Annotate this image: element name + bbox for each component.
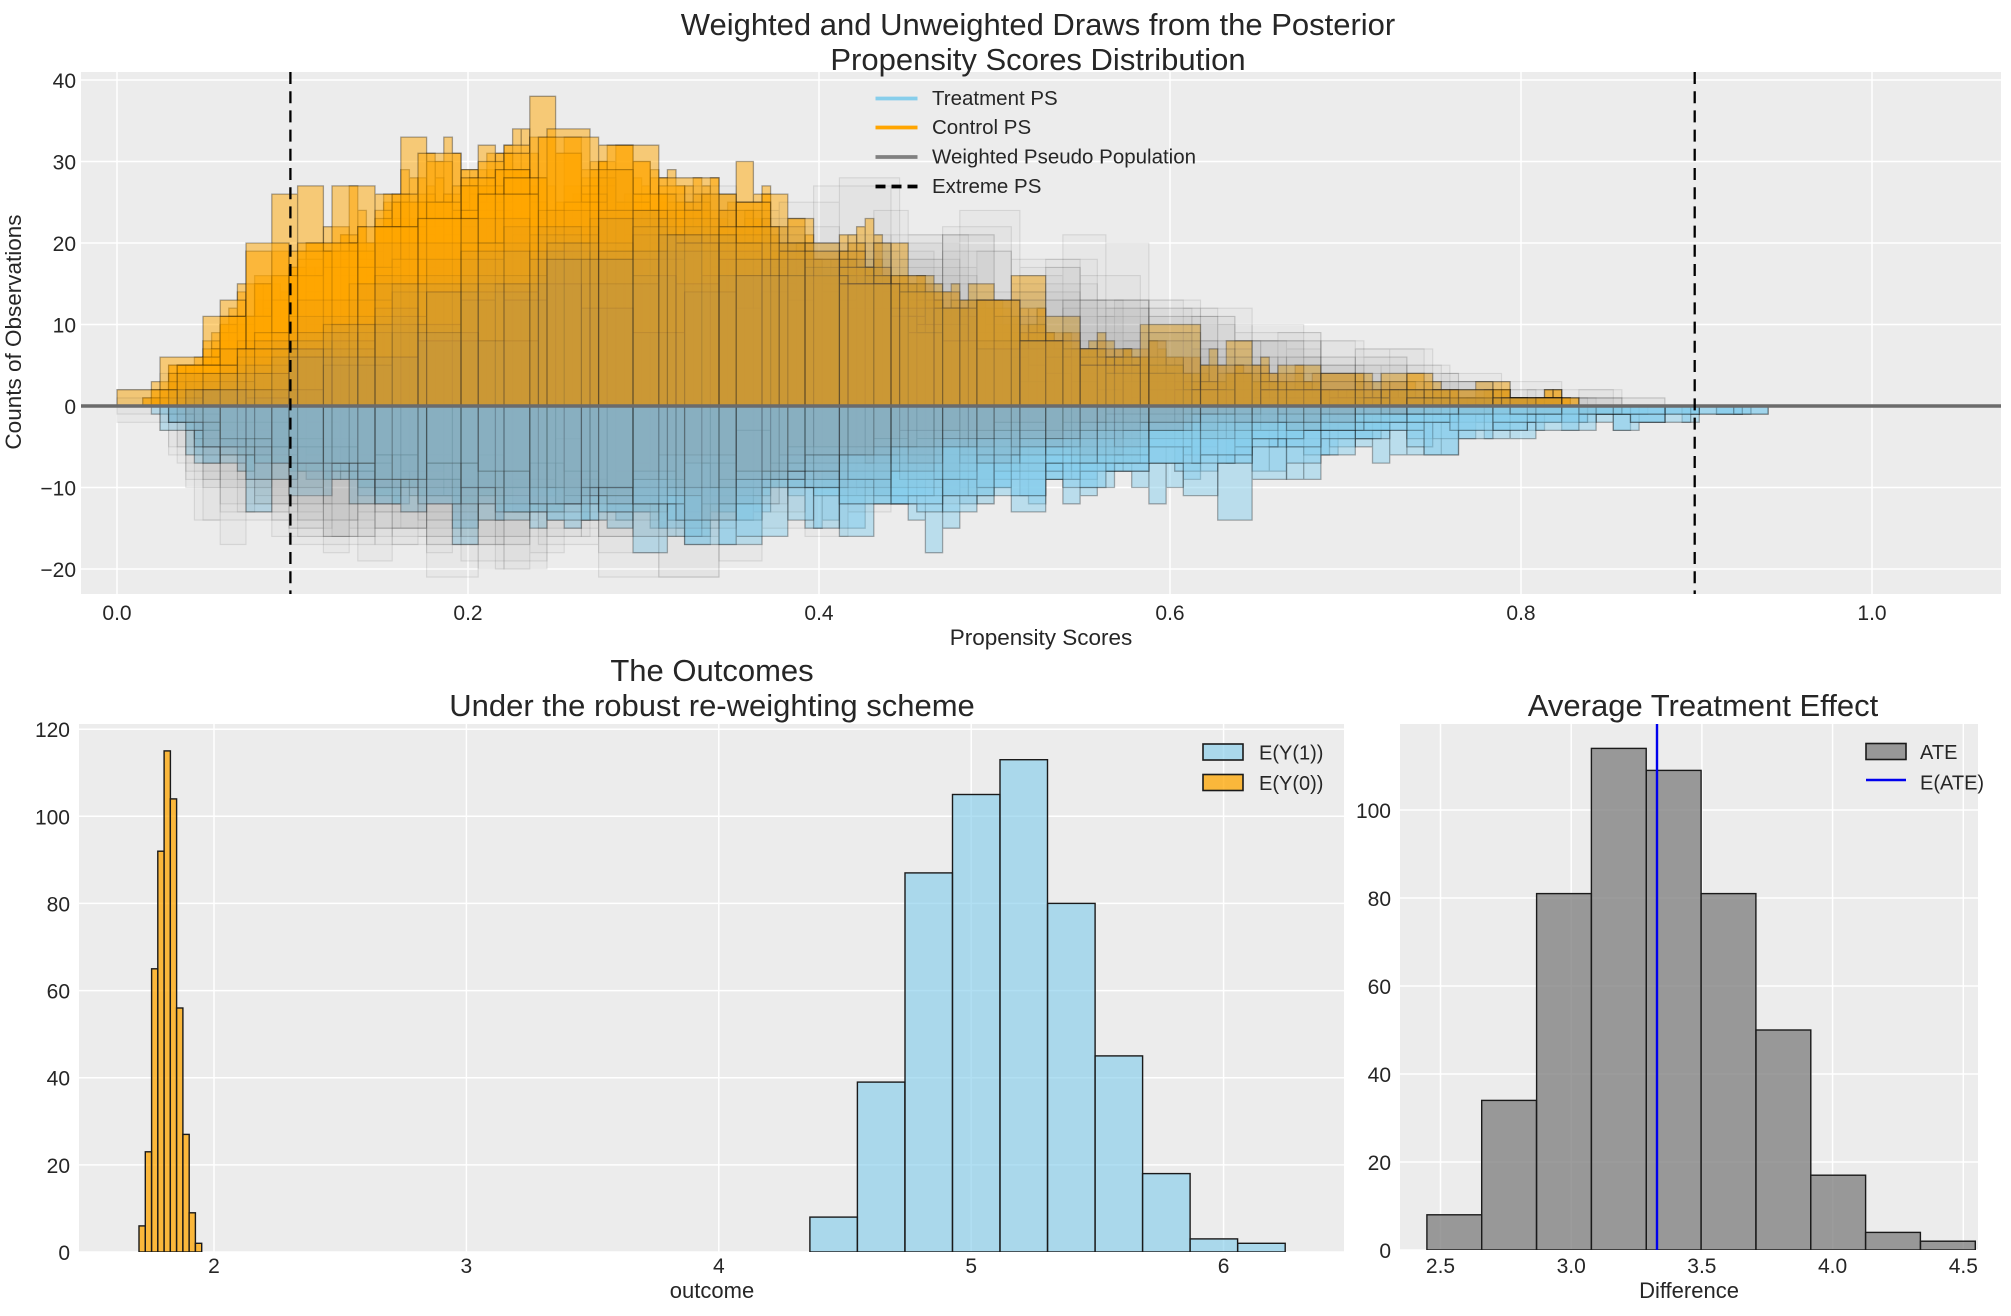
svg-text:20: 20 — [47, 1155, 70, 1178]
svg-text:0: 0 — [64, 396, 76, 419]
svg-text:E(Y(0)): E(Y(0)) — [1259, 773, 1323, 795]
svg-text:0: 0 — [1379, 1240, 1391, 1263]
svg-text:Weighted and Unweighted Draws: Weighted and Unweighted Draws from the P… — [681, 7, 1396, 42]
svg-text:30: 30 — [53, 152, 76, 175]
svg-text:outcome: outcome — [670, 1278, 754, 1303]
svg-text:E(Y(1)): E(Y(1)) — [1259, 743, 1323, 765]
svg-text:Treatment PS: Treatment PS — [932, 87, 1058, 110]
svg-text:0.8: 0.8 — [1506, 602, 1535, 625]
svg-text:0.2: 0.2 — [453, 602, 482, 625]
svg-text:ATE: ATE — [1920, 742, 1957, 764]
svg-text:Propensity Scores Distribution: Propensity Scores Distribution — [830, 42, 1245, 77]
svg-text:80: 80 — [47, 893, 70, 916]
svg-text:Propensity Scores: Propensity Scores — [950, 625, 1133, 650]
svg-text:100: 100 — [35, 806, 70, 829]
svg-text:40: 40 — [1368, 1064, 1391, 1087]
svg-text:0.6: 0.6 — [1155, 602, 1184, 625]
svg-text:60: 60 — [47, 981, 70, 1004]
svg-text:80: 80 — [1368, 888, 1391, 911]
svg-text:The Outcomes: The Outcomes — [610, 653, 813, 688]
svg-text:20: 20 — [1368, 1152, 1391, 1175]
svg-text:−20: −20 — [40, 559, 76, 582]
svg-text:3.5: 3.5 — [1687, 1255, 1716, 1278]
svg-text:Counts of Observations: Counts of Observations — [1, 214, 26, 449]
svg-text:Difference: Difference — [1639, 1278, 1739, 1303]
svg-text:E(ATE): E(ATE) — [1920, 773, 1984, 795]
svg-text:0.4: 0.4 — [804, 602, 834, 625]
svg-text:4.5: 4.5 — [1949, 1255, 1978, 1278]
svg-text:Under the robust re-weighting: Under the robust re-weighting scheme — [449, 688, 975, 723]
svg-text:−10: −10 — [40, 478, 76, 501]
svg-text:3: 3 — [461, 1255, 473, 1278]
svg-text:20: 20 — [53, 233, 76, 256]
svg-text:40: 40 — [47, 1068, 70, 1091]
svg-text:Control PS: Control PS — [932, 116, 1031, 139]
svg-text:Average Treatment Effect: Average Treatment Effect — [1528, 688, 1879, 723]
svg-text:0.0: 0.0 — [102, 602, 131, 625]
svg-text:10: 10 — [53, 315, 76, 338]
svg-text:3.0: 3.0 — [1557, 1255, 1586, 1278]
svg-text:2.5: 2.5 — [1426, 1255, 1455, 1278]
svg-text:2: 2 — [208, 1255, 220, 1278]
svg-text:60: 60 — [1368, 976, 1391, 999]
svg-text:Weighted Pseudo Population: Weighted Pseudo Population — [932, 146, 1196, 169]
svg-text:1.0: 1.0 — [1857, 602, 1886, 625]
svg-text:Extreme PS: Extreme PS — [932, 175, 1041, 198]
svg-text:5: 5 — [965, 1255, 977, 1278]
svg-text:4: 4 — [713, 1255, 725, 1278]
svg-text:120: 120 — [35, 719, 70, 742]
svg-text:6: 6 — [1218, 1255, 1230, 1278]
svg-text:100: 100 — [1356, 800, 1391, 823]
svg-text:0: 0 — [58, 1242, 70, 1265]
svg-text:4.0: 4.0 — [1818, 1255, 1847, 1278]
svg-text:40: 40 — [53, 70, 76, 93]
